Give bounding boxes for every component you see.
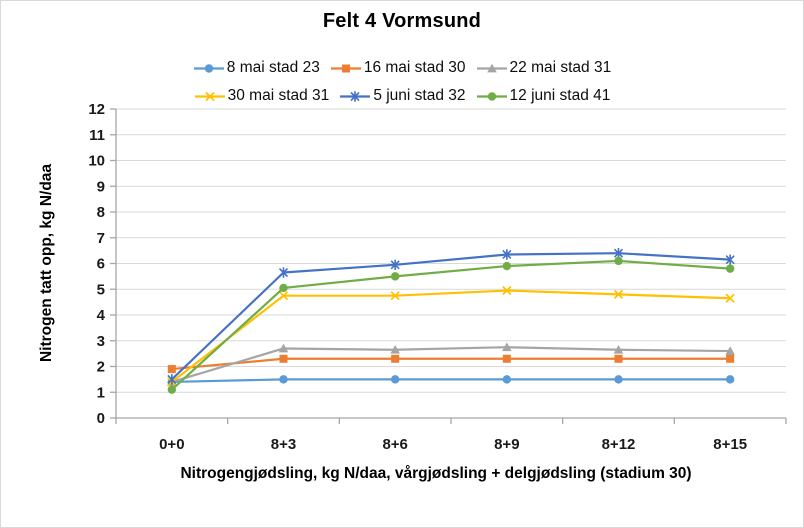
marker-asterisk-icon	[390, 259, 400, 270]
y-tick-label: 12	[88, 101, 105, 118]
marker-asterisk-icon	[167, 374, 177, 385]
marker-x-icon	[613, 289, 624, 300]
legend-label: 12 juni stad 41	[509, 87, 611, 104]
marker-x-icon	[278, 291, 289, 301]
series-line	[170, 289, 732, 384]
x-axis-ticks: 0+0 8+3 8+6 8+9 8+12 8+15	[159, 436, 747, 453]
legend: 8 mai stad 23 16 mai stad 30 22 mai stad 3…	[1, 54, 803, 110]
x-tick-label: 8+6	[382, 436, 407, 453]
marker-x-icon	[725, 293, 735, 303]
marker-circle-icon	[725, 264, 735, 273]
axes	[110, 108, 787, 424]
marker-circle-icon	[279, 375, 288, 384]
marker-square-icon	[341, 64, 350, 72]
series-line	[170, 378, 732, 384]
x-tick-label: 0+0	[159, 436, 184, 453]
series-line	[170, 346, 732, 384]
x-tick-label: 8+9	[494, 436, 519, 453]
marker-circle-icon	[502, 261, 512, 271]
series-5-juni-stad-32	[167, 248, 735, 385]
legend-item: 5 juni stad 32	[339, 87, 466, 105]
marker-triangle-icon	[502, 342, 512, 352]
marker-triangle-icon	[613, 344, 624, 354]
marker-asterisk-icon	[278, 267, 289, 278]
legend-label: 16 mai stad 30	[363, 59, 466, 76]
y-tick-label: 4	[97, 307, 106, 324]
series-line	[170, 259, 732, 391]
series-22-mai-stad-31	[167, 342, 735, 386]
marker-circle-icon	[725, 375, 735, 384]
legend-key-x-icon	[194, 91, 225, 101]
legend-row: 8 mai stad 23 16 mai stad 30 22 mai stad 3…	[1, 54, 803, 82]
marker-x-icon	[205, 91, 215, 101]
y-tick-label: 5	[97, 281, 105, 298]
marker-asterisk-icon	[502, 249, 512, 260]
marker-triangle-icon	[278, 343, 289, 353]
marker-circle-icon	[167, 385, 177, 394]
chart-title: Felt 4 Vormsund	[322, 10, 482, 32]
marker-square-icon	[167, 365, 176, 374]
marker-circle-icon	[614, 375, 623, 384]
legend-label: 8 mai stad 23	[226, 59, 320, 76]
legend-key-triangle-icon	[476, 63, 507, 72]
y-tick-label: 6	[97, 256, 105, 273]
series-12-juni-stad-41	[167, 256, 735, 394]
marker-triangle-icon	[486, 63, 497, 72]
marker-triangle-icon	[390, 344, 400, 354]
legend-key-square-icon	[330, 64, 361, 72]
legend-label: 30 mai stad 31	[227, 87, 330, 104]
marker-x-icon	[390, 291, 400, 301]
x-tick-label: 8+3	[271, 436, 296, 453]
legend-item: 8 mai stad 23	[193, 59, 320, 77]
series-8-mai-stad-23	[167, 375, 735, 387]
marker-square-icon	[614, 354, 623, 363]
marker-triangle-icon	[725, 346, 735, 355]
y-tick-label: 1	[97, 384, 105, 401]
y-axis-title: Nitrogen tatt opp, kg N/daa	[38, 163, 55, 363]
marker-square-icon	[726, 354, 735, 363]
series-16-mai-stad-30	[167, 354, 735, 374]
legend-item: 22 mai stad 31	[476, 59, 612, 77]
marker-circle-icon	[487, 91, 496, 101]
legend-key-circle-icon	[476, 91, 507, 101]
x-axis-title: Nitrogengjødsling, kg N/daa, vårgjødslin…	[180, 465, 692, 482]
y-tick-label: 8	[97, 204, 105, 221]
marker-asterisk-icon	[350, 90, 360, 102]
y-tick-label: 9	[97, 178, 105, 195]
legend-item: 12 juni stad 41	[476, 87, 611, 105]
marker-circle-icon	[204, 63, 213, 73]
y-tick-label: 7	[97, 230, 105, 247]
legend-label: 22 mai stad 31	[509, 59, 612, 76]
marker-circle-icon	[614, 256, 623, 266]
marker-circle-icon	[390, 272, 400, 281]
legend-key-asterisk-icon	[340, 90, 371, 102]
marker-x-icon	[502, 285, 512, 296]
marker-square-icon	[279, 354, 288, 363]
legend-item: 16 mai stad 30	[330, 59, 466, 77]
y-tick-label: 0	[97, 410, 105, 427]
legend-item: 30 mai stad 31	[194, 87, 330, 105]
y-tick-label: 3	[97, 333, 105, 350]
marker-square-icon	[502, 354, 511, 363]
legend-label: 5 juni stad 32	[373, 87, 466, 104]
y-tick-label: 11	[89, 127, 105, 144]
x-tick-label: 8+12	[602, 436, 636, 453]
marker-square-icon	[391, 354, 400, 363]
marker-asterisk-icon	[725, 254, 735, 265]
gridlines	[116, 108, 786, 393]
y-tick-label: 10	[88, 153, 105, 170]
x-tick-label: 8+15	[713, 436, 747, 453]
marker-circle-icon	[502, 375, 512, 384]
marker-circle-icon	[279, 283, 288, 293]
y-tick-label: 2	[97, 359, 105, 376]
legend-row: 30 mai stad 31 5 juni stad 32 12 juni stad…	[1, 82, 803, 110]
marker-circle-icon	[390, 375, 400, 384]
series-line	[170, 357, 732, 371]
series-line	[170, 252, 732, 381]
marker-asterisk-icon	[613, 248, 624, 259]
legend-key-circle-icon	[193, 63, 224, 73]
